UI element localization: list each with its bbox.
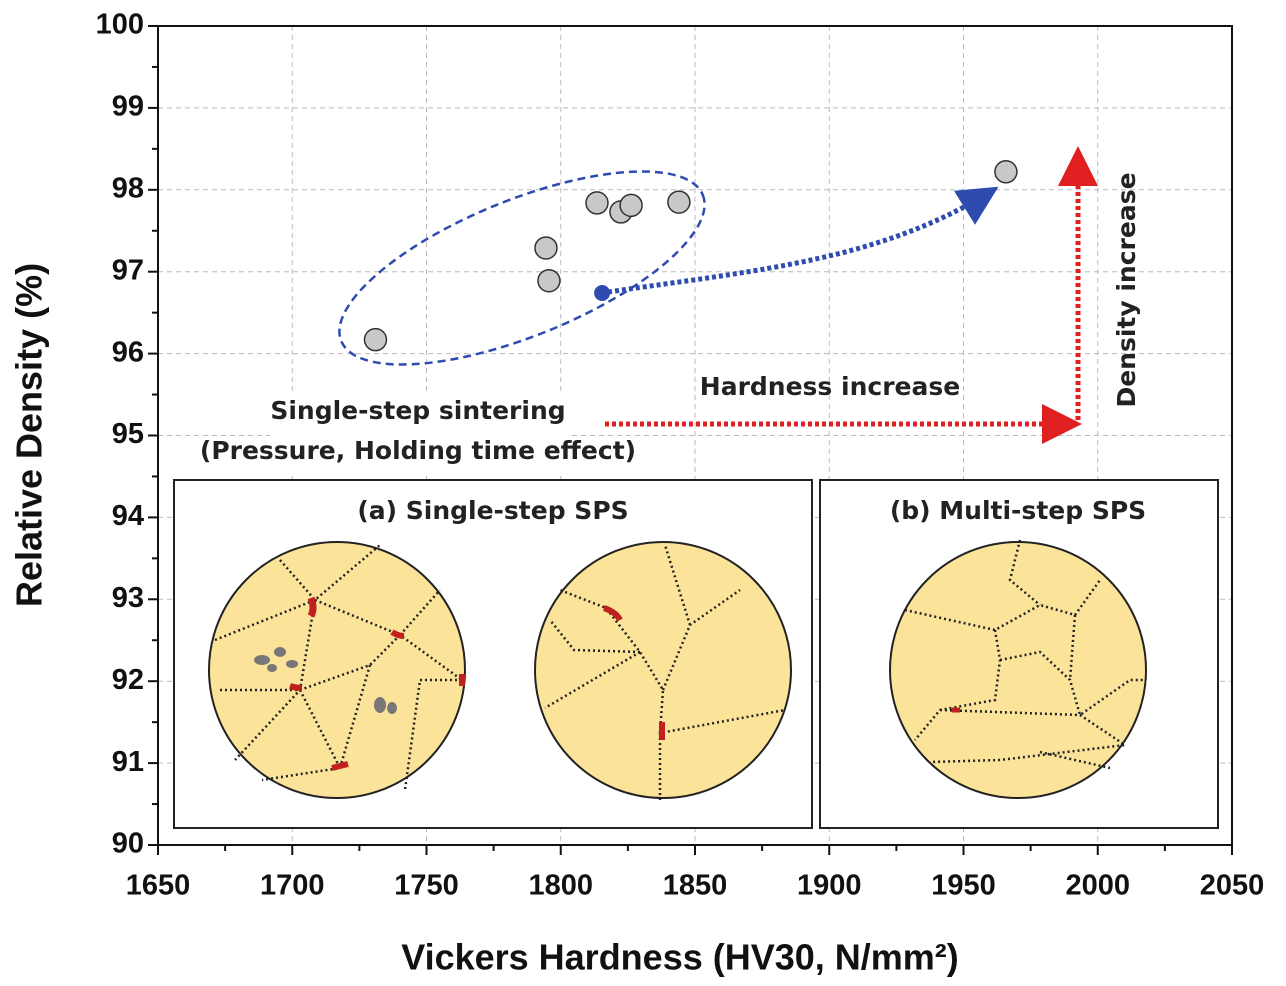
inset-title: (a) Single-step SPS (357, 496, 628, 525)
inset-b: (b) Multi-step SPS (819, 479, 1219, 829)
annotation: Density increase (1112, 172, 1141, 407)
marks (363, 160, 1018, 352)
y-tick-label: 98 (112, 172, 144, 204)
cluster-ellipse (338, 170, 706, 366)
annotation: Hardness increase (700, 372, 960, 401)
point (363, 327, 388, 352)
x-tick-label: 1650 (126, 870, 191, 902)
y-tick-label: 91 (112, 746, 144, 778)
point (534, 236, 558, 260)
trend-arrow (607, 186, 999, 295)
x-axis-title: Vickers Hardness (HV30, N/mm²) (401, 937, 959, 978)
inset-a: (a) Single-step SPS (173, 479, 813, 829)
x-tick-label: 1800 (528, 870, 593, 902)
annotation: Single-step sintering (270, 396, 565, 425)
y-tick-label: 97 (112, 254, 144, 286)
x-tick-label: 2050 (1200, 870, 1265, 902)
x-tick-label: 1700 (260, 870, 325, 902)
point (619, 193, 643, 218)
x-tick-label: 1750 (394, 870, 459, 902)
annotation: (Pressure, Holding time effect) (200, 436, 636, 465)
point (537, 268, 561, 293)
point (585, 191, 609, 215)
y-tick-label: 100 (96, 9, 144, 41)
y-tick-label: 95 (112, 418, 144, 450)
highlight-point (594, 284, 611, 301)
point (667, 190, 691, 214)
y-tick-label: 93 (112, 582, 144, 614)
y-tick-label: 94 (112, 500, 144, 532)
y-tick-label: 92 (112, 664, 144, 696)
y-tick-label: 90 (112, 828, 144, 860)
inset-title: (b) Multi-step SPS (890, 496, 1146, 525)
y-tick-label: 96 (112, 336, 144, 368)
x-tick-label: 1850 (663, 870, 728, 902)
x-tick-label: 1950 (931, 870, 996, 902)
x-tick-label: 1900 (797, 870, 862, 902)
label-bg (270, 395, 570, 475)
x-tick-label: 2000 (1065, 870, 1130, 902)
y-tick-label: 99 (112, 91, 144, 123)
y-axis-title: Relative Density (%) (9, 263, 50, 607)
point (994, 160, 1018, 184)
